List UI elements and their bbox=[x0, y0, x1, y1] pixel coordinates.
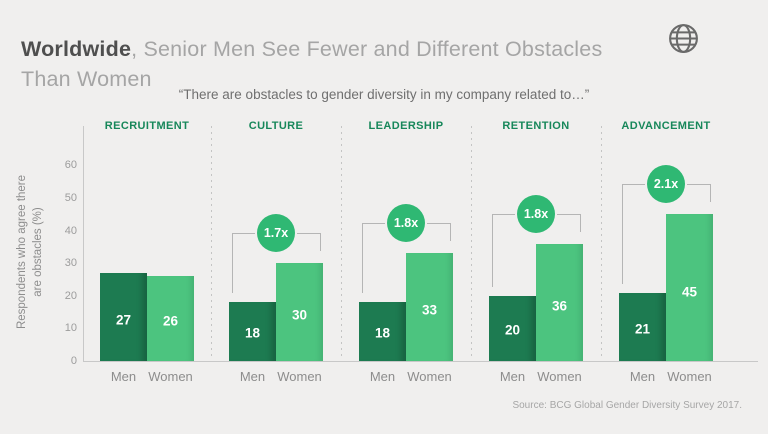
y-tick-label: 20 bbox=[64, 289, 77, 302]
title-light-segment: , Senior Men See Fewer and Different Obs… bbox=[131, 37, 603, 62]
title-line2: Than Women bbox=[21, 67, 152, 92]
bracket-left-vertical bbox=[232, 233, 233, 293]
y-tick-label: 60 bbox=[64, 159, 77, 172]
y-tick-label: 0 bbox=[70, 355, 77, 367]
bracket-right-horizontal bbox=[297, 233, 320, 234]
category-header-culture: CULTURE bbox=[248, 120, 304, 132]
bar-value-women-leadership: 33 bbox=[421, 302, 438, 318]
bracket-right-horizontal bbox=[687, 184, 710, 185]
y-axis-label-line1: Respondents who agree there bbox=[15, 174, 28, 330]
bracket-left-horizontal bbox=[232, 233, 255, 234]
multiplier-badge-leadership: 1.8x bbox=[387, 204, 425, 242]
bar-women-retention: 36 bbox=[536, 244, 583, 361]
source-note: Source: BCG Global Gender Diversity Surv… bbox=[512, 400, 742, 411]
bracket-left-vertical bbox=[492, 214, 493, 287]
bar-value-women-recruitment: 26 bbox=[162, 313, 179, 329]
y-axis-line bbox=[83, 126, 84, 362]
series-label-women-retention: Women bbox=[537, 369, 582, 384]
bar-value-men-culture: 18 bbox=[244, 325, 261, 341]
x-axis-line bbox=[83, 361, 758, 362]
bar-value-women-retention: 36 bbox=[551, 298, 568, 314]
series-label-women-recruitment: Women bbox=[148, 369, 193, 384]
bracket-left-vertical bbox=[362, 223, 363, 293]
category-separator bbox=[211, 126, 212, 360]
y-tick-label: 40 bbox=[64, 224, 77, 237]
bracket-right-horizontal bbox=[427, 223, 450, 224]
category-separator bbox=[471, 126, 472, 360]
series-label-women-advancement: Women bbox=[667, 369, 712, 384]
bar-value-men-leadership: 18 bbox=[374, 325, 391, 341]
bracket-left-horizontal bbox=[622, 184, 645, 185]
bar-women-culture: 30 bbox=[276, 263, 323, 361]
y-tick-label: 10 bbox=[64, 322, 77, 335]
series-label-men-advancement: Men bbox=[629, 369, 656, 384]
bar-value-women-advancement: 45 bbox=[681, 284, 698, 300]
multiplier-badge-culture: 1.7x bbox=[257, 214, 295, 252]
bar-value-men-retention: 20 bbox=[504, 322, 521, 338]
series-label-men-leadership: Men bbox=[369, 369, 396, 384]
y-axis-label: Respondents who agree there are obstacle… bbox=[14, 175, 46, 329]
bar-men-retention: 20 bbox=[489, 296, 536, 361]
y-tick-label: 30 bbox=[64, 257, 77, 270]
bracket-right-vertical bbox=[450, 223, 451, 241]
bar-value-men-recruitment: 27 bbox=[115, 312, 132, 328]
bracket-left-horizontal bbox=[362, 223, 385, 224]
bar-value-women-culture: 30 bbox=[291, 307, 308, 323]
multiplier-badge-advancement: 2.1x bbox=[647, 165, 685, 203]
title-bold-segment: Worldwide bbox=[21, 37, 132, 62]
bracket-right-horizontal bbox=[557, 214, 580, 215]
bar-men-recruitment: 27 bbox=[100, 273, 147, 361]
bar-value-men-advancement: 21 bbox=[634, 321, 651, 337]
globe-icon bbox=[666, 21, 701, 61]
bracket-right-vertical bbox=[710, 184, 711, 202]
bar-women-leadership: 33 bbox=[406, 253, 453, 361]
survey-question: “There are obstacles to gender diversity… bbox=[178, 87, 590, 102]
series-label-women-leadership: Women bbox=[407, 369, 452, 384]
series-label-men-culture: Men bbox=[239, 369, 266, 384]
bar-women-advancement: 45 bbox=[666, 214, 713, 361]
bar-men-leadership: 18 bbox=[359, 302, 406, 361]
multiplier-badge-retention: 1.8x bbox=[517, 195, 555, 233]
category-separator bbox=[341, 126, 342, 360]
bar-men-culture: 18 bbox=[229, 302, 276, 361]
series-label-women-culture: Women bbox=[277, 369, 322, 384]
bracket-right-vertical bbox=[580, 214, 581, 232]
bar-men-advancement: 21 bbox=[619, 293, 666, 361]
y-tick-label: 50 bbox=[64, 192, 77, 204]
category-header-advancement: ADVANCEMENT bbox=[621, 120, 711, 132]
page-title: Worldwide, Senior Men See Fewer and Diff… bbox=[21, 34, 602, 94]
series-label-men-recruitment: Men bbox=[110, 369, 137, 384]
category-separator bbox=[601, 126, 602, 360]
bracket-left-horizontal bbox=[492, 214, 515, 215]
category-header-recruitment: RECRUITMENT bbox=[104, 120, 190, 132]
category-header-retention: RETENTION bbox=[502, 120, 570, 132]
bracket-left-vertical bbox=[622, 184, 623, 284]
category-header-leadership: LEADERSHIP bbox=[368, 120, 444, 132]
bracket-right-vertical bbox=[320, 233, 321, 251]
series-label-men-retention: Men bbox=[499, 369, 526, 384]
y-axis-label-line2: are obstacles (%) bbox=[32, 207, 44, 297]
bar-women-recruitment: 26 bbox=[147, 276, 194, 361]
